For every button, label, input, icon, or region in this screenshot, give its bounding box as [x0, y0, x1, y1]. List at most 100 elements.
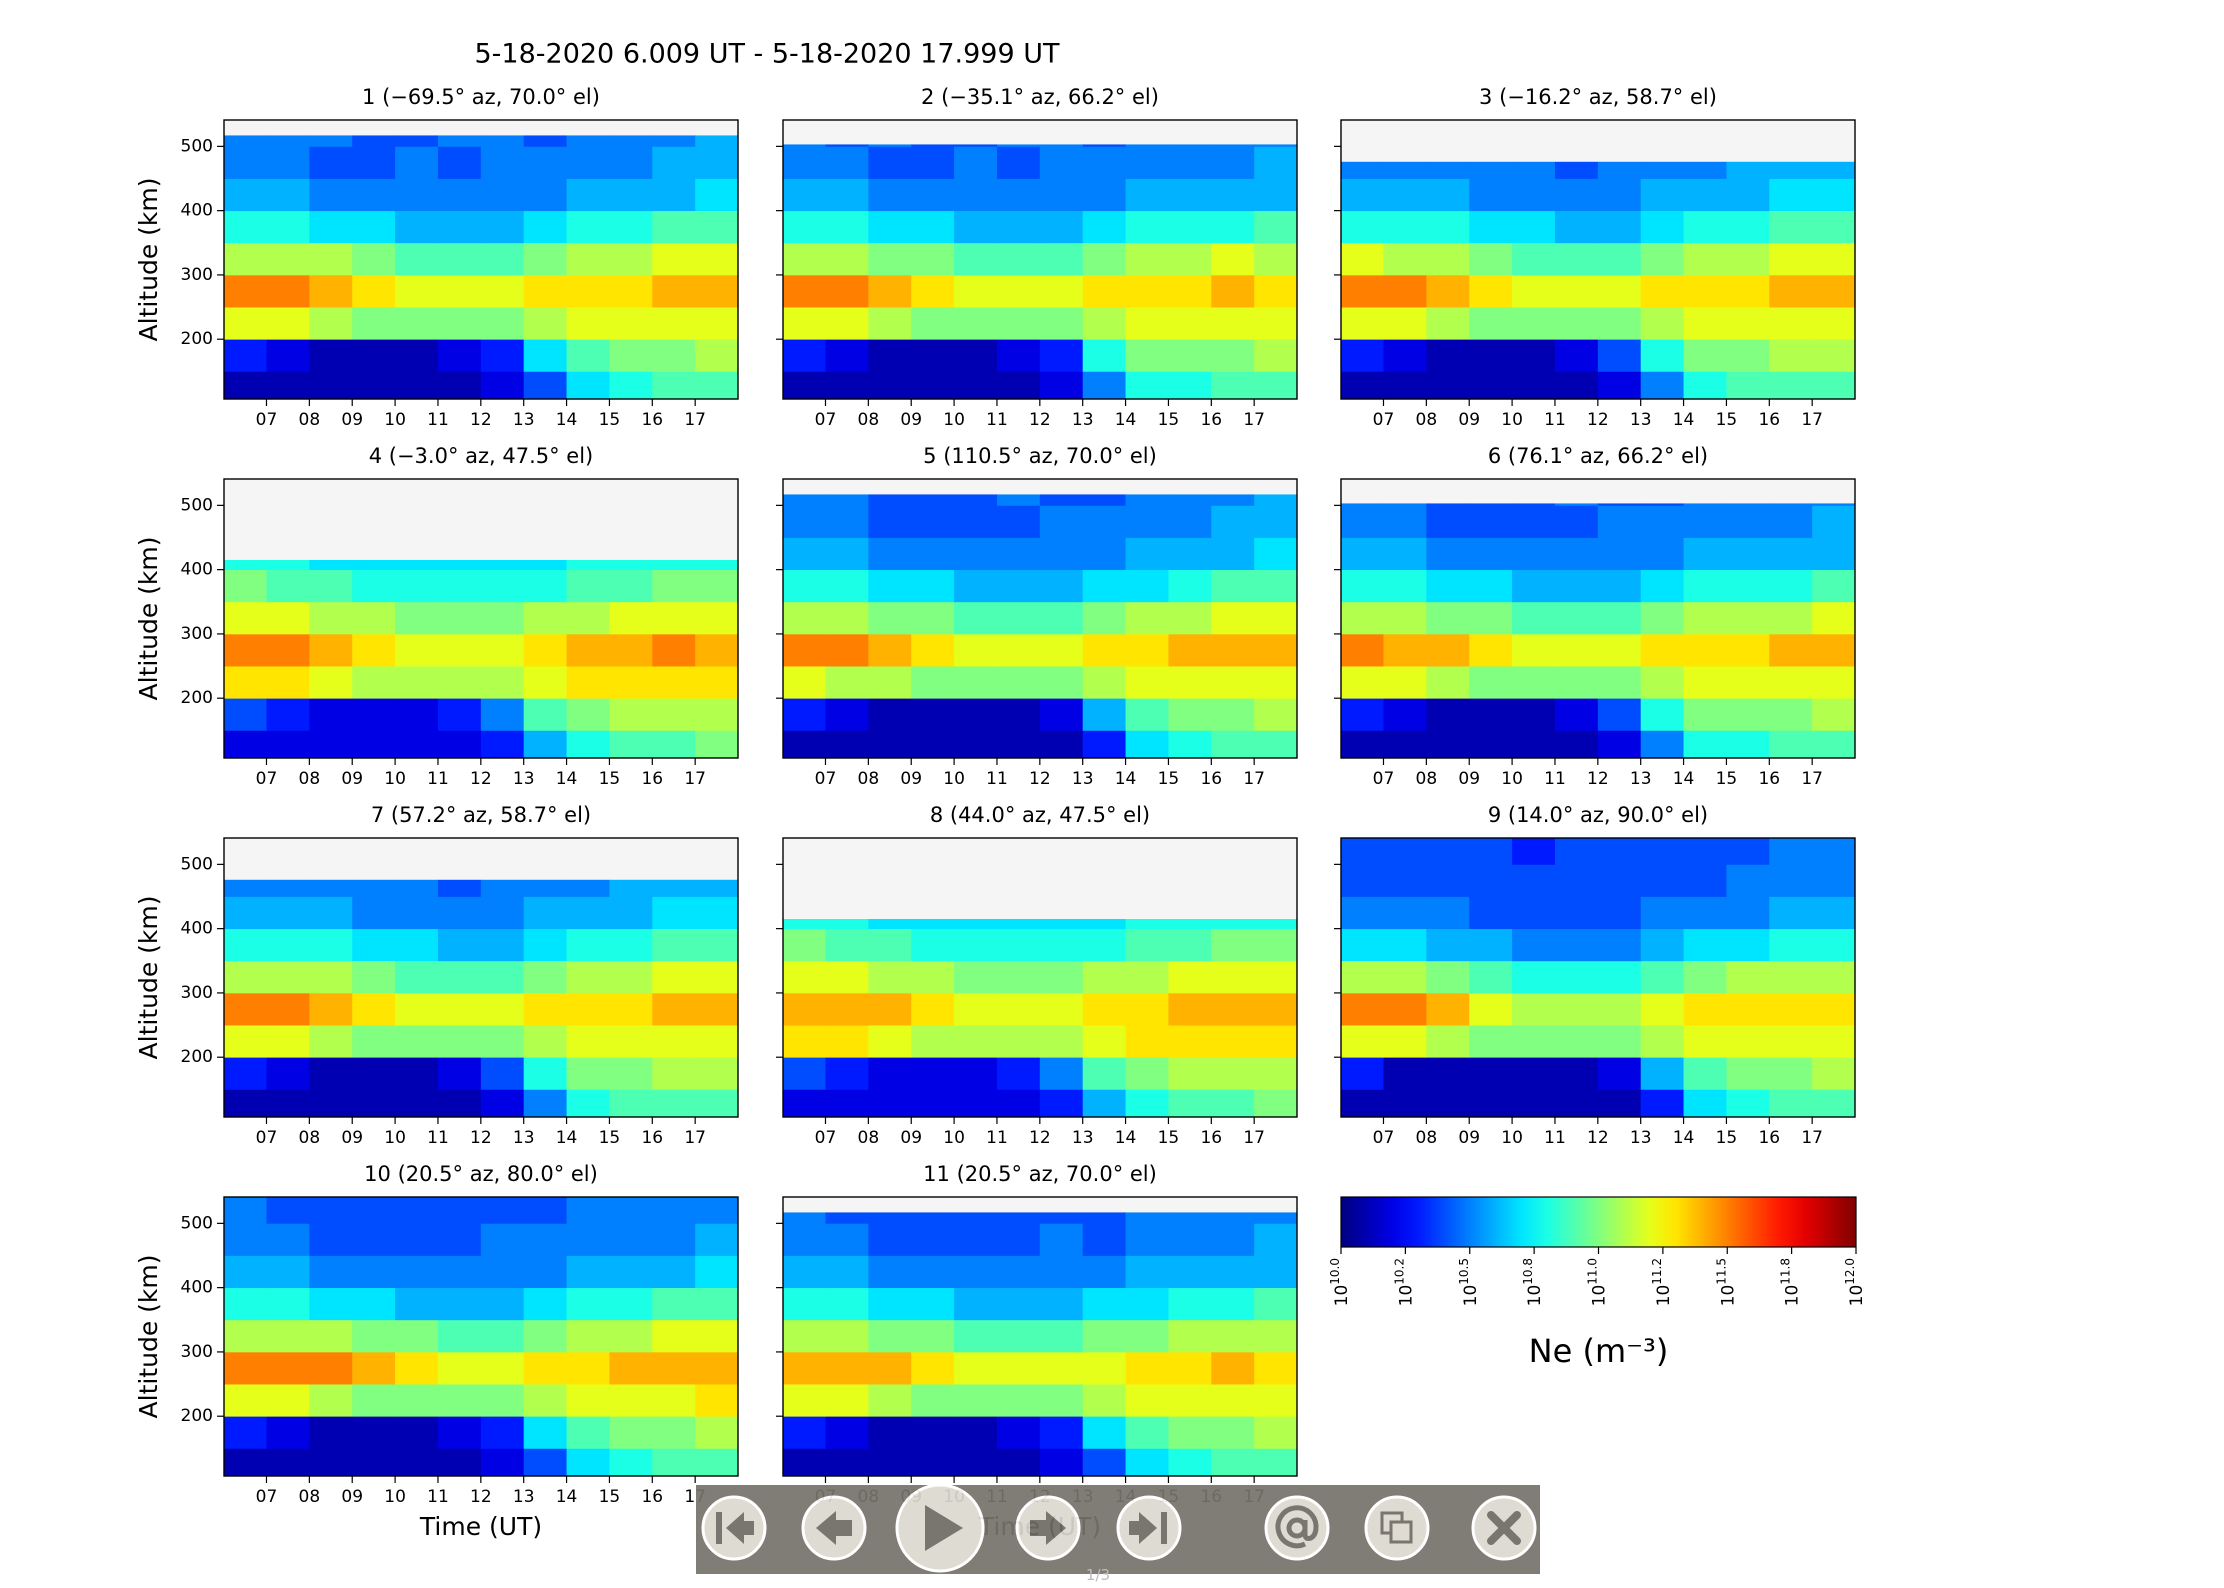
heat-cell — [954, 1057, 998, 1090]
heat-cell — [695, 992, 739, 1026]
heat-cell — [395, 1089, 439, 1118]
heat-cell — [480, 1025, 525, 1058]
heat-cell — [266, 896, 310, 930]
heat-cell — [309, 210, 353, 244]
heat-cell — [868, 1057, 912, 1090]
heat-cell — [1082, 960, 1126, 994]
heat-cell — [224, 1255, 267, 1289]
heat-cell — [1341, 537, 1384, 571]
prev-button[interactable] — [801, 1495, 867, 1561]
heat-cell — [695, 210, 739, 244]
heat-cell — [437, 1197, 482, 1224]
heat-cell — [695, 1384, 739, 1417]
heat-cell — [1082, 537, 1126, 571]
heat-cell — [652, 339, 696, 372]
copy-button[interactable] — [1364, 1495, 1430, 1561]
heat-cell — [1168, 1057, 1212, 1090]
heat-cell — [609, 1351, 653, 1385]
panel-title: 7 (57.2° az, 58.7° el) — [371, 803, 591, 827]
last-button[interactable] — [1116, 1495, 1182, 1561]
heat-cell — [566, 601, 610, 635]
heat-cell — [395, 135, 439, 147]
heat-cell — [1254, 1416, 1298, 1449]
heat-cell — [652, 730, 696, 759]
heat-cell — [954, 698, 998, 731]
next-button[interactable] — [1015, 1495, 1081, 1561]
heat-cell — [954, 1287, 998, 1321]
heat-cell — [783, 1384, 826, 1417]
heat-cell — [652, 1351, 696, 1385]
heat-cell — [1383, 666, 1427, 699]
x-tick-label: 10 — [1501, 769, 1523, 789]
heat-cell — [395, 896, 439, 930]
heat-cell — [1082, 274, 1126, 308]
heat-cell — [566, 242, 610, 276]
heat-cell — [652, 1197, 696, 1224]
heat-cell — [523, 879, 567, 897]
heat-cell — [1640, 242, 1684, 276]
x-tick-label: 13 — [1072, 410, 1094, 430]
heat-cell — [1341, 274, 1384, 308]
heat-cell — [1640, 960, 1684, 994]
heat-cell — [1597, 274, 1642, 308]
heat-cell — [825, 666, 869, 699]
heat-cell — [266, 242, 310, 276]
heat-cell — [1168, 1319, 1212, 1353]
heat-cell — [1383, 371, 1427, 400]
heat-cell — [695, 1089, 739, 1118]
heat-cell — [1383, 960, 1427, 994]
heat-cell — [1640, 307, 1684, 340]
heat-cell — [1168, 569, 1212, 603]
heat-cell — [911, 1448, 955, 1477]
link-button[interactable] — [1264, 1495, 1330, 1561]
heat-cell — [1512, 371, 1556, 400]
heat-cell — [868, 919, 912, 930]
x-axis-label: Time (UT) — [419, 1512, 542, 1541]
heat-cell — [1812, 601, 1856, 635]
heat-cell — [996, 1212, 1041, 1224]
play-button[interactable] — [895, 1483, 985, 1573]
heat-cell — [1125, 537, 1169, 571]
heat-cell — [825, 371, 869, 400]
heat-cell — [1211, 307, 1255, 340]
heat-cell — [996, 919, 1041, 930]
heat-cell — [1469, 505, 1513, 538]
heat-cell — [911, 1416, 955, 1449]
y-axis-label: Altitude (km) — [134, 537, 163, 701]
heat-cell — [437, 178, 482, 212]
heat-cell — [309, 560, 353, 571]
heat-cell — [652, 698, 696, 731]
heat-cell — [1469, 666, 1513, 699]
heat-cell — [1597, 307, 1642, 340]
heat-cell — [1082, 698, 1126, 731]
heat-cell — [1383, 730, 1427, 759]
heat-cell — [523, 1057, 567, 1090]
heat-cell — [911, 1057, 955, 1090]
heat-cell — [1554, 161, 1599, 179]
heat-cell — [309, 879, 353, 897]
heat-cell — [1726, 537, 1770, 571]
heat-cell — [224, 569, 267, 603]
x-tick-label: 15 — [599, 1487, 621, 1507]
heat-cell — [566, 1448, 610, 1477]
x-tick-label: 10 — [384, 769, 406, 789]
heat-cell — [825, 494, 869, 506]
heat-cell — [1426, 864, 1470, 897]
heat-cell — [1812, 339, 1856, 372]
heat-cell — [954, 1448, 998, 1477]
heat-cell — [1812, 178, 1856, 212]
heat-cell — [652, 146, 696, 179]
colorbar-tick-label: 1011.0 — [1585, 1258, 1610, 1306]
heat-cell — [523, 633, 567, 667]
first-button[interactable] — [701, 1495, 767, 1561]
heat-cell — [1512, 210, 1556, 244]
x-tick-label: 10 — [1501, 410, 1523, 430]
heat-cell — [1554, 666, 1599, 699]
heat-cell — [1726, 210, 1770, 244]
heat-cell — [437, 1319, 482, 1353]
heat-cell — [1125, 601, 1169, 635]
x-tick-label: 11 — [1544, 769, 1566, 789]
close-button[interactable] — [1471, 1495, 1537, 1561]
heat-cell — [868, 494, 912, 506]
heat-cell — [480, 1197, 525, 1224]
